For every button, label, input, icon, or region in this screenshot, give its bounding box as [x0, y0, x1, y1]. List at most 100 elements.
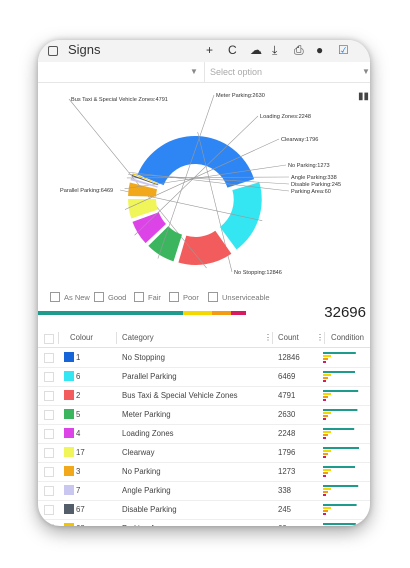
colour-swatch: [64, 447, 74, 457]
table-row[interactable]: 2 Bus Taxi & Special Vehicle Zones 4791: [38, 386, 370, 406]
donut-slice-no-parking[interactable]: [128, 182, 158, 197]
colour-number: 1: [76, 353, 81, 362]
chart-options-icon[interactable]: ▮▮: [358, 91, 370, 102]
colour-number: 5: [76, 410, 81, 419]
colour-swatch: [64, 428, 74, 438]
checkbox-icon[interactable]: ☑: [338, 43, 349, 57]
header-colour[interactable]: Colour: [70, 333, 93, 342]
donut-slice-meter-parking[interactable]: [148, 226, 183, 262]
refresh-icon[interactable]: C: [228, 43, 237, 57]
table-row[interactable]: 4 Loading Zones 2248: [38, 424, 370, 444]
row-checkbox[interactable]: [44, 410, 54, 420]
count-cell: 6469: [278, 372, 296, 381]
condition-good[interactable]: Good: [94, 292, 126, 302]
colour-number: 68: [76, 524, 85, 526]
donut-slice-loading-zones[interactable]: [132, 212, 167, 244]
count-cell: 338: [278, 486, 292, 495]
select-all-checkbox[interactable]: [44, 334, 54, 344]
colour-swatch: [64, 523, 74, 526]
table-row[interactable]: 6 Parallel Parking 6469: [38, 367, 370, 387]
colour-number: 2: [76, 391, 81, 400]
colour-swatch: [64, 390, 74, 400]
row-checkbox[interactable]: [44, 467, 54, 477]
table-row[interactable]: 1 No Stopping 12846: [38, 348, 370, 368]
condition-bar-segment: [323, 523, 356, 525]
count-cell: 2248: [278, 429, 296, 438]
count-cell: 2630: [278, 410, 296, 419]
row-checkbox[interactable]: [44, 391, 54, 401]
donut-slice-clearway[interactable]: [128, 198, 158, 219]
table-row[interactable]: 3 No Parking 1273: [38, 462, 370, 482]
print-icon[interactable]: ⎙: [294, 43, 304, 57]
donut-slice-bus-taxi-special-vehicle-zones[interactable]: [178, 230, 232, 265]
count-cell: 1796: [278, 448, 296, 457]
condition-bar-segment: [323, 466, 355, 468]
column-divider: [324, 332, 325, 344]
condition-bar: [323, 466, 355, 477]
condition-bar-segment: [323, 485, 359, 487]
menu-icon[interactable]: [48, 46, 58, 56]
checkbox[interactable]: [134, 292, 144, 302]
filter-select[interactable]: ▼: [38, 62, 205, 82]
header-category[interactable]: Category: [122, 333, 154, 342]
category-cell: Parking Area: [122, 524, 167, 526]
download-icon[interactable]: ⤓: [272, 43, 278, 57]
circle-icon[interactable]: ●: [316, 43, 324, 57]
donut-slice-angle-parking[interactable]: [130, 177, 158, 188]
condition-label: Fair: [148, 292, 161, 302]
count-cell: 60: [278, 524, 287, 526]
cloud-upload-icon[interactable]: ☁: [250, 43, 262, 57]
header-count[interactable]: Count: [278, 333, 299, 342]
condition-as-new[interactable]: As New: [50, 292, 90, 302]
condition-bar: [323, 390, 359, 401]
donut-slice-no-stopping[interactable]: [137, 136, 255, 188]
count-cell: 4791: [278, 391, 296, 400]
condition-filters: As New Good Fair Poor Unserviceable: [38, 290, 370, 306]
condition-bar-segment: [323, 491, 328, 493]
row-checkbox[interactable]: [44, 448, 54, 458]
slice-label: Loading Zones:2248: [260, 114, 311, 120]
table-row[interactable]: 68 Parking Area 60: [38, 519, 370, 526]
progress-segment: [231, 311, 246, 315]
table-row[interactable]: 5 Meter Parking 2630: [38, 405, 370, 425]
title-bar: Signs + C ☁ ⤓ ⎙ ● ☑: [38, 40, 370, 63]
select-option-dropdown[interactable]: Select option: [210, 67, 263, 77]
slice-label: Bus Taxi & Special Vehicle Zones:4791: [71, 97, 168, 103]
colour-swatch: [64, 352, 74, 362]
donut-slice-parking-area[interactable]: [132, 173, 159, 185]
checkbox[interactable]: [169, 292, 179, 302]
row-checkbox[interactable]: [44, 353, 54, 363]
colour-number: 67: [76, 505, 85, 514]
table-row[interactable]: 67 Disable Parking 245: [38, 500, 370, 520]
row-checkbox[interactable]: [44, 429, 54, 439]
condition-label: Good: [108, 292, 127, 302]
column-menu-icon[interactable]: ⋮: [264, 333, 272, 342]
leader-line: [124, 138, 280, 210]
chevron-down-icon: ▼: [362, 67, 370, 76]
table-row[interactable]: 7 Angle Parking 338: [38, 481, 370, 501]
column-menu-icon[interactable]: ⋮: [316, 333, 324, 342]
row-checkbox[interactable]: [44, 505, 54, 515]
condition-unserviceable[interactable]: Unserviceable: [208, 292, 270, 302]
condition-fair[interactable]: Fair: [134, 292, 161, 302]
checkbox[interactable]: [208, 292, 218, 302]
checkbox[interactable]: [94, 292, 104, 302]
category-cell: Bus Taxi & Special Vehicle Zones: [122, 391, 238, 400]
condition-bar: [323, 352, 356, 363]
donut-slice-disable-parking[interactable]: [131, 174, 159, 186]
checkbox[interactable]: [50, 292, 60, 302]
condition-bar-segment: [323, 358, 328, 360]
row-checkbox[interactable]: [44, 524, 54, 526]
leader-line: [128, 173, 290, 185]
plus-icon[interactable]: +: [206, 43, 214, 57]
condition-poor[interactable]: Poor: [169, 292, 199, 302]
slice-label: Parallel Parking:6469: [60, 188, 113, 194]
header-condition[interactable]: Condition: [331, 333, 364, 342]
condition-bar-segment: [323, 355, 331, 357]
row-checkbox[interactable]: [44, 486, 54, 496]
condition-label: Unserviceable: [222, 292, 270, 302]
table-row[interactable]: 17 Clearway 1796: [38, 443, 370, 463]
row-checkbox[interactable]: [44, 372, 54, 382]
filter-bar: ▼ Select option ▼: [38, 62, 370, 83]
category-cell: Meter Parking: [122, 410, 171, 419]
